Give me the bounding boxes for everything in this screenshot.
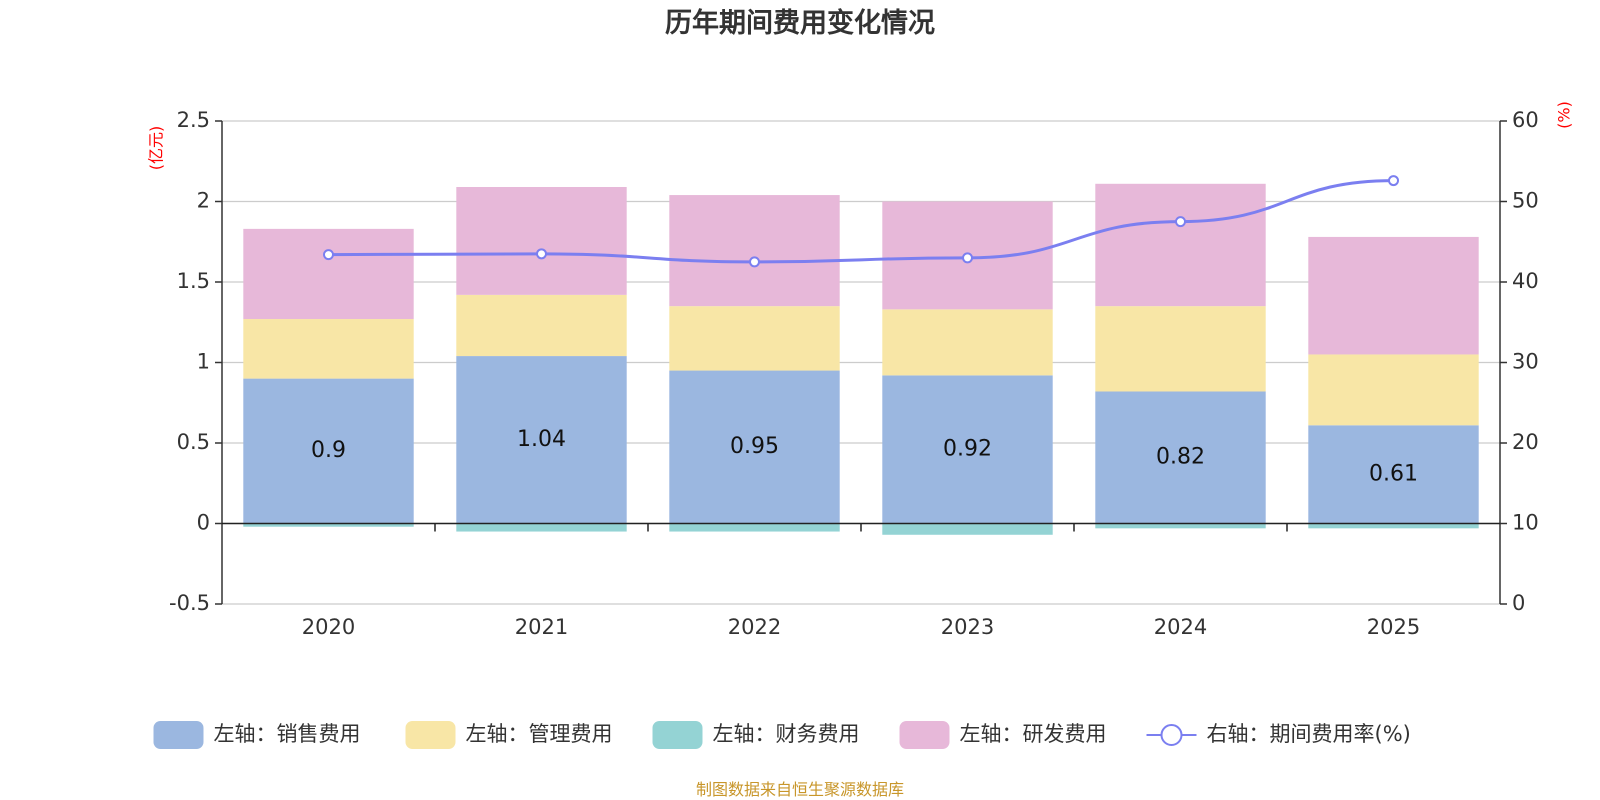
legend-circle-swatch [1160,724,1183,746]
category-label: 2020 [302,615,355,639]
legend-swatch [405,721,456,749]
data-source: 制图数据来自恒生聚源数据库 [696,780,904,799]
bar-segment[interactable] [669,523,840,532]
rate-point[interactable] [749,256,760,268]
left-tick-label: 2 [197,189,210,213]
right-tick-label: 40 [1512,269,1539,293]
rate-line-series [323,175,1399,268]
bar-segment[interactable] [669,306,840,371]
legend-label: 右轴：期间费用率(%) [1207,722,1411,746]
bar-value-label: 0.82 [1156,444,1205,469]
bar-segment[interactable] [1095,523,1266,529]
bar-segment[interactable] [243,523,414,527]
left-tick-label: -0.5 [169,591,210,615]
right-tick-label: 20 [1512,430,1539,454]
bar-segment[interactable] [882,523,1053,535]
axes: -0.5 0 0.5 1 1.5 2 2.5 0 10 20 30 40 50 60 2020 2021 202… [169,108,1539,639]
left-tick-label: 1.5 [177,269,210,293]
chart-title: 历年期间费用变化情况 [665,7,935,39]
bar-value-label: 0.9 [311,438,346,463]
right-tick-label: 50 [1512,189,1539,213]
rate-line[interactable] [328,179,1394,264]
bar-segment[interactable] [1308,236,1479,355]
legend-item[interactable]: 左轴：销售费用 [153,721,361,749]
legend-label: 左轴：财务费用 [713,722,860,746]
category-label: 2022 [728,615,781,639]
bar-segment[interactable] [243,228,414,320]
bar-segment[interactable] [882,375,1053,524]
category-label: 2025 [1367,615,1420,639]
bar-segment[interactable] [1308,354,1479,426]
bar-value-label: 0.95 [730,434,779,459]
left-tick-label: 0 [197,511,210,535]
bar-value-label: 1.04 [517,427,566,452]
bar-segment[interactable] [1095,183,1266,307]
legend-label: 左轴：研发费用 [960,722,1107,746]
bar-segment[interactable] [243,378,414,524]
legend-item[interactable]: 左轴：财务费用 [652,721,860,749]
legend-swatch [899,721,950,749]
rate-point[interactable] [536,248,547,260]
bar-segment[interactable] [882,309,1053,376]
bar-segment[interactable] [1095,306,1266,392]
category-label: 2021 [515,615,568,639]
bar-value-label: 0.92 [943,436,992,461]
rate-point[interactable] [1175,216,1186,228]
legend-item[interactable]: 右轴：期间费用率(%) [1146,722,1411,746]
legend-item[interactable]: 左轴：管理费用 [405,721,613,749]
bar-segment[interactable] [1308,523,1479,529]
right-axis-unit: (%) [1555,101,1574,129]
left-tick-label: 2.5 [177,108,210,132]
data-labels: 0.9 1.04 0.95 0.92 0.82 0.61 [311,427,1418,487]
legend-label: 左轴：管理费用 [466,722,613,746]
rate-point[interactable] [1388,175,1399,187]
right-tick-label: 30 [1512,350,1539,374]
category-label: 2023 [941,615,994,639]
legend-swatch [153,721,204,749]
category-label: 2024 [1154,615,1207,639]
legend[interactable]: 左轴：销售费用 左轴：管理费用 左轴：财务费用 左轴：研发费用 右轴：期间费用率(%) [153,721,1411,749]
bar-value-label: 0.61 [1369,461,1418,486]
bar-segment[interactable] [243,319,414,379]
legend-label: 左轴：销售费用 [214,722,361,746]
bar-segment[interactable] [669,370,840,524]
legend-item[interactable]: 左轴：研发费用 [899,721,1107,749]
bar-segment[interactable] [669,195,840,307]
rate-point[interactable] [323,249,334,261]
left-tick-label: 0.5 [177,430,210,454]
rate-point[interactable] [962,252,973,264]
bar-segment[interactable] [456,187,627,295]
bar-segment[interactable] [1308,425,1479,524]
right-tick-label: 0 [1512,591,1525,615]
right-tick-label: 60 [1512,108,1539,132]
bar-series [243,183,1479,535]
legend-swatch [652,721,703,749]
bar-segment[interactable] [456,523,627,532]
left-axis-unit: (亿元) [147,126,166,171]
bar-segment[interactable] [456,294,627,357]
bar-segment[interactable] [456,356,627,524]
left-tick-label: 1 [197,350,210,374]
right-tick-label: 10 [1512,511,1539,535]
bar-segment[interactable] [1095,391,1266,524]
